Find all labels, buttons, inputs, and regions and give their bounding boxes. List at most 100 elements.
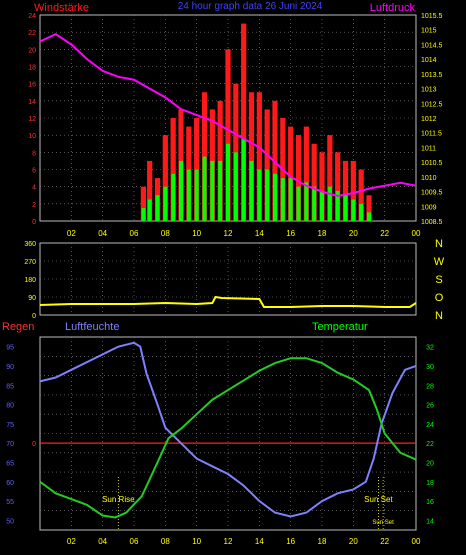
pressure-y-tick: 1010.5 <box>421 160 443 167</box>
wind-gust-bar <box>248 92 255 221</box>
wind-mean-bar <box>210 160 215 221</box>
sun-annotation: Sun Set <box>372 520 394 526</box>
temperature-line <box>39 357 417 519</box>
wind-y-tick: 20 <box>28 47 36 54</box>
wind-mean-bar <box>163 186 168 221</box>
temperature-y-tick: 30 <box>426 364 434 371</box>
wind-mean-bar <box>304 182 309 221</box>
pressure-label: Luftdruck <box>370 2 416 14</box>
wind-mean-bar <box>171 173 176 221</box>
humidity-panel-x-tick: 20 <box>349 537 358 546</box>
pressure-y-tick: 1013 <box>421 87 437 94</box>
wind-mean-bar <box>241 139 246 221</box>
wind-gust-bar <box>241 23 247 222</box>
wind-mean-bar <box>179 160 183 221</box>
wind-panel-x-tick: 00 <box>412 229 421 238</box>
wind-gust-bar <box>366 195 372 221</box>
wind-speed-label: Windstärke <box>34 2 89 14</box>
wind-mean-bar <box>343 195 348 221</box>
temperature-y-tick: 14 <box>426 518 434 525</box>
wind-panel-x-tick: 12 <box>224 229 233 238</box>
humidity-label: Luftfeuchte <box>65 321 119 333</box>
pressure-y-tick: 1012.5 <box>421 101 443 108</box>
humidity-line <box>39 341 417 518</box>
humidity-y-tick: 90 <box>6 364 14 371</box>
wind-y-tick: 2 <box>32 202 36 209</box>
wind-panel-x-tick: 08 <box>161 229 170 238</box>
temperature-y-tick: 26 <box>426 403 434 410</box>
wind-gust-bar <box>140 186 146 221</box>
wind-gust-bar <box>295 135 302 221</box>
wind-gust-bar <box>225 49 231 222</box>
wind-gust-bar <box>147 160 153 221</box>
humidity-y-tick: 65 <box>6 460 14 467</box>
temperature-y-tick: 20 <box>426 460 434 467</box>
compass-label: O <box>435 292 444 304</box>
wind-gust-bar <box>288 126 294 221</box>
wind-mean-bar <box>226 143 230 221</box>
wind-gust-bar <box>170 118 176 221</box>
wind-mean-bar <box>280 178 285 221</box>
pressure-y-tick: 1013.5 <box>421 72 443 79</box>
wind-mean-bar <box>288 178 293 221</box>
wind-gust-bar <box>335 152 341 221</box>
humidity-panel-x-tick: 16 <box>286 537 295 546</box>
pressure-y-tick: 1015.5 <box>421 13 443 20</box>
wind-gust-bar <box>350 160 356 221</box>
pressure-line <box>39 32 417 198</box>
sun-annotation: Sun Set <box>364 495 393 504</box>
wind-panel-x-tick: 18 <box>318 229 327 238</box>
pressure-y-tick: 1012 <box>421 116 437 123</box>
compass-label: S <box>435 274 442 286</box>
wind-y-tick: 10 <box>28 133 36 140</box>
wind-y-tick: 24 <box>28 13 36 20</box>
rain-y-tick: 0 <box>32 441 36 448</box>
humidity-panel-x-tick: 04 <box>98 537 107 546</box>
humidity-y-tick: 80 <box>6 403 14 410</box>
temperature-y-tick: 22 <box>426 441 434 448</box>
wind-panel-x-tick: 02 <box>67 229 76 238</box>
direction-y-tick: 90 <box>28 295 36 302</box>
pressure-y-tick: 1011 <box>421 145 436 152</box>
wind-mean-bar <box>359 203 364 221</box>
wind-mean-bar <box>351 199 356 221</box>
pressure-y-tick: 1009 <box>421 204 437 211</box>
wind-gust-bar <box>311 143 317 221</box>
wind-gust-bar <box>342 160 349 221</box>
wind-gust-bar <box>264 109 270 221</box>
humidity-panel-x-tick: 06 <box>130 537 139 546</box>
humidity-panel-x-tick: 22 <box>380 537 389 546</box>
direction-y-tick: 360 <box>24 241 36 248</box>
wind-mean-bar <box>233 152 238 221</box>
wind-mean-bar <box>296 186 301 221</box>
wind-y-tick: 6 <box>32 168 36 175</box>
compass-label: N <box>435 238 443 250</box>
humidity-y-tick: 70 <box>6 441 14 448</box>
pressure-y-tick: 1015 <box>421 28 437 35</box>
wind-mean-bar <box>257 169 262 221</box>
humidity-y-tick: 85 <box>6 383 14 390</box>
wind-y-tick: 22 <box>28 30 36 37</box>
humidity-y-tick: 95 <box>6 345 14 352</box>
pressure-y-tick: 1009.5 <box>421 190 443 197</box>
wind-mean-bar <box>155 195 160 221</box>
compass-label: N <box>435 310 443 322</box>
direction-y-tick: 0 <box>32 313 36 320</box>
wind-mean-bar <box>218 160 223 221</box>
humidity-panel-x-tick: 14 <box>255 537 264 546</box>
humidity-y-tick: 50 <box>6 518 14 525</box>
direction-line <box>39 295 417 308</box>
pressure-y-tick: 1014 <box>421 57 437 64</box>
wind-panel-x-tick: 14 <box>255 229 264 238</box>
pressure-y-tick: 1014.5 <box>421 42 443 49</box>
wind-mean-bar <box>186 169 191 221</box>
wind-mean-bar <box>147 199 152 221</box>
direction-y-tick: 180 <box>24 277 36 284</box>
wind-gust-bar <box>327 135 333 221</box>
wind-mean-bar <box>141 208 146 221</box>
rain-label: Regen <box>2 321 34 333</box>
wind-mean-bar <box>327 186 332 221</box>
graph-title: 24 hour graph data 26 Juni 2024 <box>178 1 323 12</box>
temperature-label: Temperatur <box>312 321 368 333</box>
